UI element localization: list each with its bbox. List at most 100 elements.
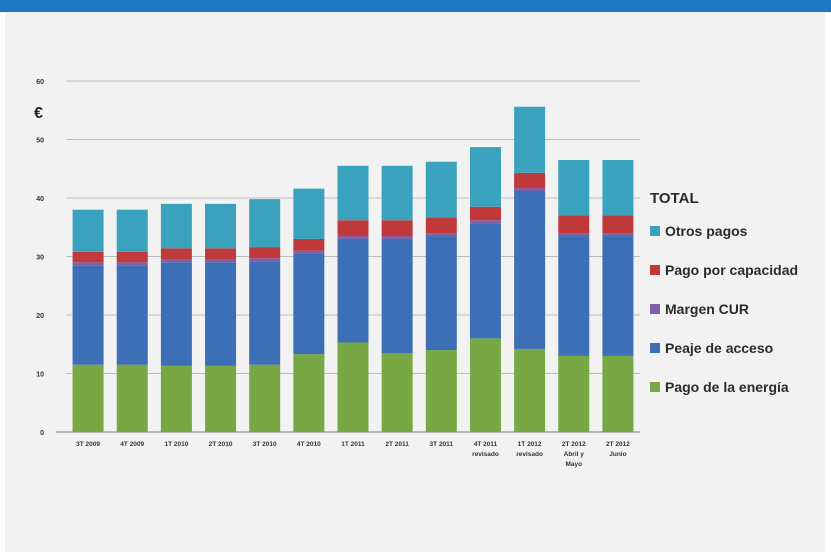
y-tick-label: 20 xyxy=(36,313,44,320)
bar-segment-pago-de-la-energ-a xyxy=(425,350,457,432)
legend-item: Pago de la energía xyxy=(650,376,830,398)
top-accent-bar xyxy=(0,0,831,12)
bar-segment-margen-cur xyxy=(558,233,590,237)
bar-segment-otros-pagos xyxy=(293,188,325,239)
legend-label: Margen CUR xyxy=(665,301,750,317)
bar-segment-pago-de-la-energ-a xyxy=(293,354,325,432)
x-tick-label: 1T 2011 xyxy=(341,441,365,448)
x-tick-label: 4T 2009 xyxy=(120,441,144,448)
legend-label: Pago de la energía xyxy=(665,379,789,395)
y-tick-label: 60 xyxy=(36,79,44,86)
bar-segment-pago-por-capacidad xyxy=(249,247,281,259)
bar-segment-pago-por-capacidad xyxy=(602,215,634,234)
bar-segment-pago-por-capacidad xyxy=(337,220,369,237)
legend-swatch xyxy=(650,304,660,314)
bar-segment-otros-pagos xyxy=(469,147,501,207)
bar-segment-margen-cur xyxy=(469,220,501,224)
bar-segment-peaje-de-acceso xyxy=(469,223,501,339)
y-tick-label: 40 xyxy=(36,196,44,203)
bar-segment-pago-por-capacidad xyxy=(160,248,192,260)
chart-legend: TOTAL Otros pagos Pago por capacidad Marge… xyxy=(650,188,830,415)
legend-item: Peaje de acceso xyxy=(650,337,830,359)
bar-segment-peaje-de-acceso xyxy=(514,190,546,349)
bar-segment-margen-cur xyxy=(293,250,325,254)
bar-segment-peaje-de-acceso xyxy=(602,236,634,356)
bar-segment-otros-pagos xyxy=(116,209,148,252)
legend-item: Margen CUR xyxy=(650,298,830,320)
bar-segment-pago-de-la-energ-a xyxy=(249,364,281,432)
bar-segment-pago-por-capacidad xyxy=(72,251,104,263)
bar-segment-peaje-de-acceso xyxy=(337,238,369,343)
bar-segment-otros-pagos xyxy=(381,165,413,221)
bar-segment-pago-por-capacidad xyxy=(514,172,546,189)
bar-segment-pago-de-la-energ-a xyxy=(558,355,590,432)
bar-segment-pago-de-la-energ-a xyxy=(160,365,192,432)
bar-segment-pago-de-la-energ-a xyxy=(514,348,546,432)
x-tick-label: 2T 2012 Abril y Mayo xyxy=(562,441,586,468)
bar-segment-pago-de-la-energ-a xyxy=(602,355,634,432)
bar-segment-margen-cur xyxy=(337,236,369,239)
bar-segment-otros-pagos xyxy=(205,203,237,249)
bar-segment-peaje-de-acceso xyxy=(293,253,325,355)
bar-segment-otros-pagos xyxy=(558,159,590,216)
x-tick-label: 1T 2010 xyxy=(164,441,188,448)
bar-segment-otros-pagos xyxy=(514,106,546,173)
bar-segment-peaje-de-acceso xyxy=(72,265,104,365)
bar-segment-margen-cur xyxy=(514,188,546,191)
bar-segment-pago-de-la-energ-a xyxy=(337,342,369,432)
bar-segment-margen-cur xyxy=(160,259,192,263)
legend-label: Peaje de acceso xyxy=(665,340,774,356)
bar-segment-pago-de-la-energ-a xyxy=(205,365,237,432)
y-axis-label: € xyxy=(34,105,43,122)
legend-swatch xyxy=(650,382,660,392)
bar-segment-otros-pagos xyxy=(602,159,634,216)
bar-segment-pago-por-capacidad xyxy=(381,220,413,237)
legend-label: Pago por capacidad xyxy=(665,262,799,278)
x-tick-label: 2T 2010 xyxy=(209,441,233,448)
bar-segment-peaje-de-acceso xyxy=(160,262,192,366)
legend-title: TOTAL xyxy=(650,190,699,207)
bar-segment-pago-de-la-energ-a xyxy=(469,338,501,432)
bar-segment-pago-por-capacidad xyxy=(293,238,325,251)
legend-label: Otros pagos xyxy=(665,223,748,239)
bar-segment-margen-cur xyxy=(381,236,413,239)
y-tick-label: 0 xyxy=(40,430,44,437)
legend-swatch xyxy=(650,343,660,353)
y-tick-label: 30 xyxy=(36,255,44,262)
x-tick-label: 2T 2011 xyxy=(385,441,409,448)
legend-item: Pago por capacidad xyxy=(650,259,830,281)
x-tick-label: 3T 2009 xyxy=(76,441,100,448)
bar-segment-pago-por-capacidad xyxy=(116,251,148,263)
bar-segment-margen-cur xyxy=(205,259,237,263)
bar-segment-peaje-de-acceso xyxy=(381,238,413,354)
y-tick-label: 10 xyxy=(36,372,44,379)
bar-segment-margen-cur xyxy=(425,233,457,237)
bar-segment-peaje-de-acceso xyxy=(116,265,148,365)
bar-segment-margen-cur xyxy=(249,258,281,262)
legend-swatch xyxy=(650,265,660,275)
legend-swatch xyxy=(650,226,660,236)
bar-segment-margen-cur xyxy=(72,262,104,266)
x-tick-label: 2T 2012 Junio xyxy=(606,441,630,458)
bar-segment-otros-pagos xyxy=(72,209,104,252)
bar-segment-pago-de-la-energ-a xyxy=(116,364,148,432)
bar-segment-pago-por-capacidad xyxy=(205,248,237,260)
x-tick-label: 1T 2012 revisado xyxy=(516,441,543,458)
bar-segment-otros-pagos xyxy=(160,203,192,249)
bar-segment-otros-pagos xyxy=(337,165,369,221)
bar-segment-margen-cur xyxy=(116,262,148,266)
bar-segment-peaje-de-acceso xyxy=(205,262,237,366)
bar-segment-otros-pagos xyxy=(425,161,457,218)
y-tick-label: 50 xyxy=(36,138,44,145)
x-tick-label: 3T 2011 xyxy=(430,441,454,448)
x-tick-label: 4T 2011 revisado xyxy=(472,441,499,458)
bar-segment-pago-por-capacidad xyxy=(469,206,501,221)
bar-segment-margen-cur xyxy=(602,233,634,237)
bar-segment-peaje-de-acceso xyxy=(249,261,281,365)
bar-segment-pago-por-capacidad xyxy=(425,217,457,234)
bar-segment-pago-de-la-energ-a xyxy=(72,364,104,432)
bar-segment-pago-de-la-energ-a xyxy=(381,353,413,432)
bar-segment-pago-por-capacidad xyxy=(558,215,590,234)
bar-segment-peaje-de-acceso xyxy=(425,236,457,351)
